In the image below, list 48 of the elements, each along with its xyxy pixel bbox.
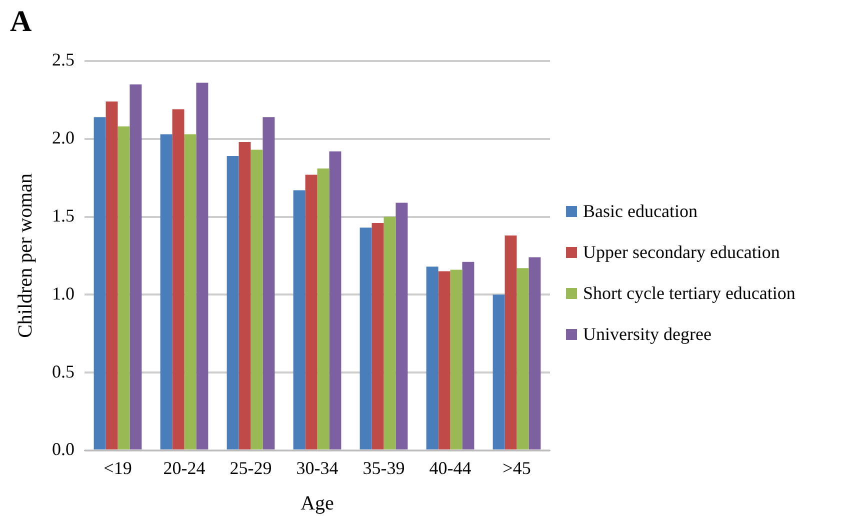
x-tick-label: 20-24: [163, 458, 206, 478]
bar: [462, 262, 474, 450]
y-tick-label: 2.5: [52, 50, 74, 70]
x-tick-label: >45: [502, 458, 531, 478]
bar: [384, 216, 396, 450]
bar: [130, 84, 142, 450]
legend-label: Short cycle tertiary education: [583, 282, 796, 304]
x-tick-label: 35-39: [362, 458, 405, 478]
bar: [504, 235, 517, 450]
chart-title: A: [10, 4, 32, 38]
bar: [94, 117, 106, 450]
x-tick-label: 25-29: [230, 458, 272, 478]
bar: [172, 109, 184, 450]
bar: [238, 142, 251, 450]
bar: [250, 150, 263, 450]
bar: [396, 202, 408, 450]
bar: [317, 168, 330, 450]
bar: [305, 174, 318, 450]
bar: [262, 117, 275, 450]
legend-label: University degree: [583, 324, 712, 344]
bar: [106, 102, 118, 450]
bar: [450, 270, 462, 450]
bar: [426, 266, 438, 450]
y-tick-label: 1.5: [52, 205, 74, 226]
bar: [360, 228, 372, 450]
legend-label: Upper secondary education: [583, 242, 780, 262]
x-tick-label: 40-44: [429, 458, 472, 478]
bar: [516, 268, 529, 450]
x-tick-label: <19: [104, 458, 132, 478]
bar: [372, 222, 384, 450]
x-tick-label: 30-34: [296, 458, 338, 478]
bar: [528, 257, 541, 450]
bar: [329, 151, 342, 450]
y-tick-label: 1.0: [52, 283, 74, 304]
bar: [293, 190, 306, 450]
bar: [196, 82, 208, 450]
bar: [118, 126, 130, 450]
bar: [492, 294, 505, 450]
x-axis-title: Age: [300, 492, 334, 514]
bar: [226, 156, 239, 450]
bar: [160, 134, 172, 450]
y-tick-label: 0.0: [52, 439, 74, 460]
y-tick-label: 2.0: [52, 128, 74, 148]
y-axis-title: Children per woman: [14, 173, 36, 338]
y-tick-label: 0.5: [52, 361, 74, 382]
bar: [438, 271, 450, 450]
bar: [184, 134, 196, 450]
legend-label: Basic education: [583, 200, 698, 222]
